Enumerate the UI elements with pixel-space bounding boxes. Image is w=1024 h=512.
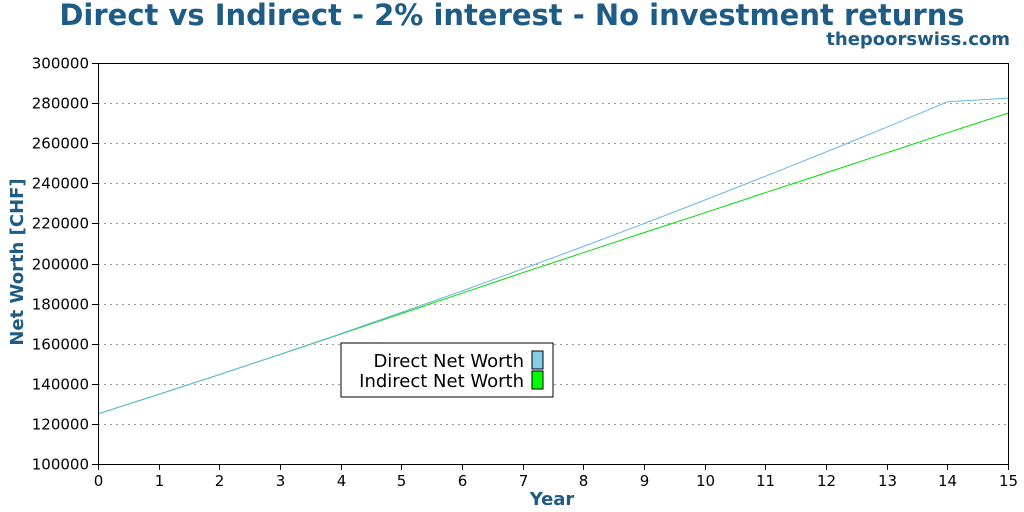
- plot-frame: [98, 63, 1009, 465]
- x-axis-title: Year: [529, 489, 575, 510]
- axes: [98, 63, 1009, 465]
- y-tick-label: 300000: [32, 55, 89, 73]
- y-tick-label: 280000: [32, 95, 89, 113]
- legend-swatch-indirect: [531, 370, 544, 390]
- y-tick-label: 160000: [32, 336, 89, 354]
- y-tick-label: 120000: [32, 416, 89, 434]
- legend-box: [340, 342, 554, 398]
- x-tick-label: 15: [999, 472, 1018, 490]
- x-tick-label: 11: [756, 472, 775, 490]
- x-tick-label: 0: [94, 472, 104, 490]
- y-tick-label: 140000: [32, 376, 89, 394]
- y-tick-label: 180000: [32, 296, 89, 314]
- legend: Direct Net Worth Indirect Net Worth: [340, 342, 554, 398]
- legend-label-indirect: Indirect Net Worth: [359, 371, 524, 392]
- x-tick-label: 3: [276, 472, 286, 490]
- y-axis-title: Net Worth [CHF]: [7, 178, 28, 345]
- y-tick-label: 200000: [32, 256, 89, 274]
- x-tick-label: 12: [817, 472, 836, 490]
- x-tick-label: 13: [878, 472, 897, 490]
- y-tick-label: 100000: [32, 456, 89, 474]
- x-tick-label: 1: [155, 472, 165, 490]
- y-tick-label: 220000: [32, 215, 89, 233]
- y-axis-ticks: 100000 120000 140000 160000 180000 200000 2200…: [32, 55, 98, 474]
- x-tick-label: 4: [337, 472, 347, 490]
- chart-subtitle: thepoorswiss.com: [826, 29, 1010, 50]
- x-tick-label: 8: [579, 472, 589, 490]
- series-lines: [97, 97, 1009, 415]
- chart-title: Direct vs Indirect - 2% interest - No in…: [59, 0, 965, 32]
- series-line-direct: [97, 97, 1009, 415]
- x-tick-label: 10: [696, 472, 715, 490]
- x-tick-label: 5: [397, 472, 407, 490]
- y-tick-label: 240000: [32, 175, 89, 193]
- x-tick-label: 7: [519, 472, 529, 490]
- x-tick-label: 14: [938, 472, 957, 490]
- y-tick-label: 260000: [32, 135, 89, 153]
- legend-label-direct: Direct Net Worth: [373, 351, 524, 372]
- x-tick-label: 9: [640, 472, 650, 490]
- x-tick-label: 2: [215, 472, 225, 490]
- x-axis-ticks: 0 1 2 3 4 5 6 7 8 9 10 11 12 13 14 15: [94, 464, 1018, 490]
- x-tick-label: 6: [458, 472, 468, 490]
- legend-swatch-direct: [531, 350, 544, 370]
